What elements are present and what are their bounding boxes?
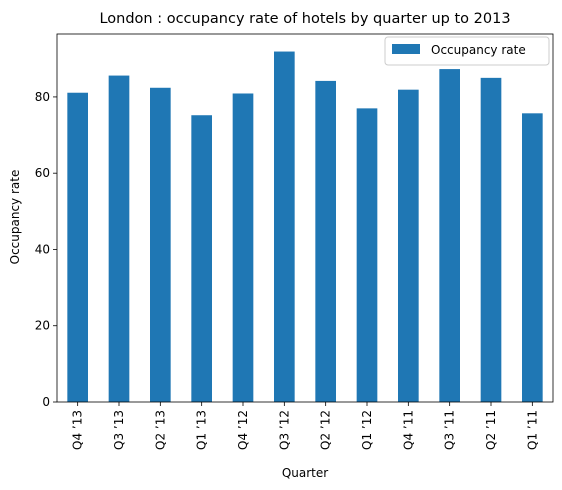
bar: [150, 87, 171, 402]
plot-area: Q4 ’13 Q3 ’13 Q2 ’13 Q1 ’13 Q4 ’12 Q3 ’12 Q2 ’…: [35, 33, 554, 450]
y-tick-label: 60: [35, 166, 50, 180]
x-tick-label: Q1 ’12: [360, 410, 374, 450]
bar: [522, 113, 543, 403]
x-tick-label: Q4 ’12: [236, 410, 250, 450]
x-tick-label: Q1 ’11: [525, 410, 539, 450]
x-tick-label: Q2 ’12: [319, 410, 333, 450]
y-tick-label: 20: [35, 319, 50, 333]
y-tick-label: 80: [35, 90, 50, 104]
x-tick-label: Q2 ’13: [153, 410, 167, 450]
bar: [232, 93, 254, 402]
y-axis-label: Occupancy rate: [8, 170, 22, 265]
bar: [439, 69, 460, 403]
bar: [480, 77, 502, 402]
legend-swatch: [392, 44, 420, 54]
x-tick-label: Q3 ’12: [277, 410, 291, 450]
bar: [191, 115, 212, 403]
y-tick-label: 40: [35, 242, 50, 256]
legend: Occupancy rate: [384, 36, 550, 66]
bar: [315, 80, 336, 402]
bar: [274, 51, 295, 403]
x-tick-label: Q2 ’11: [484, 410, 498, 450]
x-tick-label: Q3 ’13: [112, 410, 126, 450]
x-tick-label: Q3 ’11: [443, 410, 457, 450]
plot-frame: [56, 33, 554, 403]
bar: [398, 89, 419, 402]
x-tick-label: Q1 ’13: [195, 410, 209, 450]
x-axis-label: Quarter: [282, 466, 328, 480]
bar: [356, 108, 378, 402]
x-tick-label: Q4 ’11: [401, 410, 415, 450]
bar: [108, 75, 130, 403]
chart-title: London : occupancy rate of hotels by qua…: [99, 11, 510, 27]
legend-frame: [384, 36, 550, 66]
bar: [67, 92, 88, 402]
legend-label: Occupancy rate: [431, 43, 526, 57]
y-tick-label: 0: [42, 395, 50, 409]
x-tick-label: Q4 ’13: [71, 410, 85, 450]
